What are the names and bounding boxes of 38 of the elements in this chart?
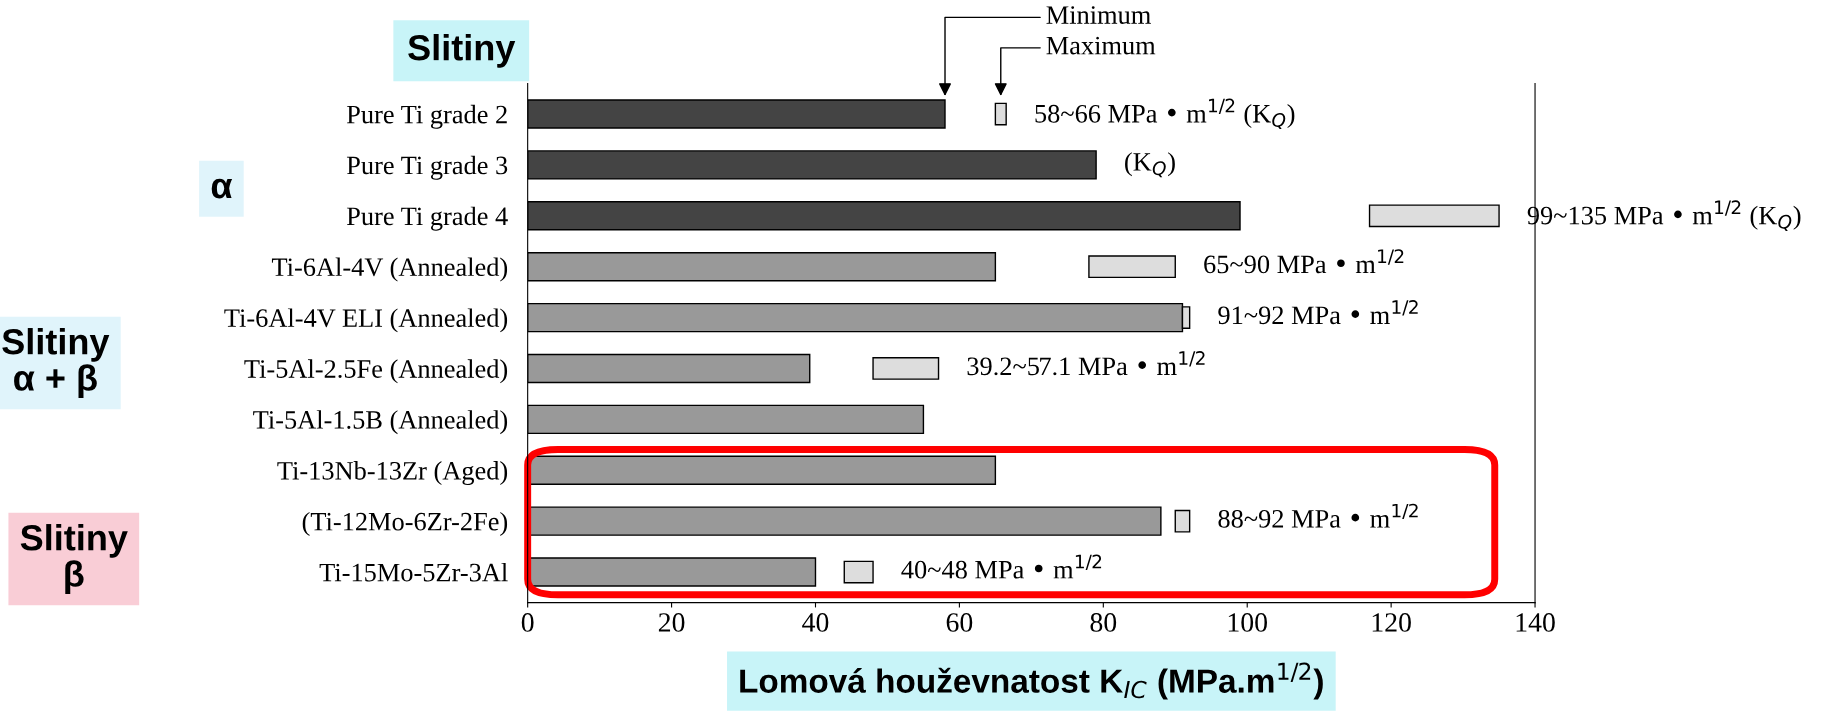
x-tick-label: 40 [802, 613, 829, 632]
text: Maximum [1046, 36, 1156, 55]
x-tick-label: 140 [1516, 613, 1555, 632]
bar [1368, 204, 1500, 228]
bar [843, 560, 874, 584]
chart-title: Slitiny [408, 33, 516, 68]
annotation: (K$_{Q}$) [1125, 152, 1175, 178]
bar [1088, 255, 1176, 279]
text: Slitiny α + β [2, 328, 110, 398]
x-axis-title: Lomová houževnatost K$_{IC}$ (MPa.m$^{1/2}$) [740, 662, 1323, 700]
bar [994, 102, 1007, 126]
bar [1174, 509, 1191, 533]
y-tick-label: Pure Ti grade 3 [346, 155, 508, 180]
text: Minimum [1046, 6, 1151, 24]
annotation: 91~92 MPa • m$^{1/2}$ [1218, 300, 1418, 325]
y-tick-label: Ti-15Mo-5Zr-3Al [319, 562, 508, 582]
bar [872, 357, 940, 380]
y-tick-label: Ti-13Nb-13Zr (Aged) [277, 461, 508, 486]
y-tick-label: (Ti-12Mo-6Zr-2Fe) [302, 512, 508, 536]
y-tick-label: Pure Ti grade 2 [346, 104, 507, 129]
y-tick-label: Ti-5Al-1.5B (Annealed) [253, 410, 508, 435]
y-tick-label: Pure Ti grade 4 [346, 206, 508, 231]
x-tick-label: 120 [1372, 613, 1411, 632]
annotation: 88~92 MPa • m$^{1/2}$ [1218, 503, 1418, 528]
y-tick-label: Ti-6Al-4V ELI (Annealed) [224, 308, 508, 333]
x-tick-label: 20 [658, 613, 685, 632]
text: Slitiny β [20, 524, 128, 594]
x-tick-label: 0 [521, 613, 534, 632]
text: α [211, 178, 233, 199]
y-tick-label: Ti-5Al-2.5Fe (Annealed) [244, 359, 508, 384]
annotation: 40~48 MPa • m$^{1/2}$ [901, 554, 1102, 579]
annotation: 39.2~57.1 MPa • m$^{1/2}$ [967, 351, 1205, 376]
x-tick-label: 60 [946, 613, 973, 632]
annotation: 58~66 MPa • m$^{1/2}$ (K$_{Q}$) [1035, 98, 1295, 130]
annotation: 65~90 MPa • m$^{1/2}$ [1204, 249, 1404, 274]
x-tick-label: 80 [1090, 613, 1117, 632]
y-tick-label: Ti-6Al-4V (Annealed) [271, 257, 508, 282]
x-tick-label: 100 [1228, 613, 1267, 632]
